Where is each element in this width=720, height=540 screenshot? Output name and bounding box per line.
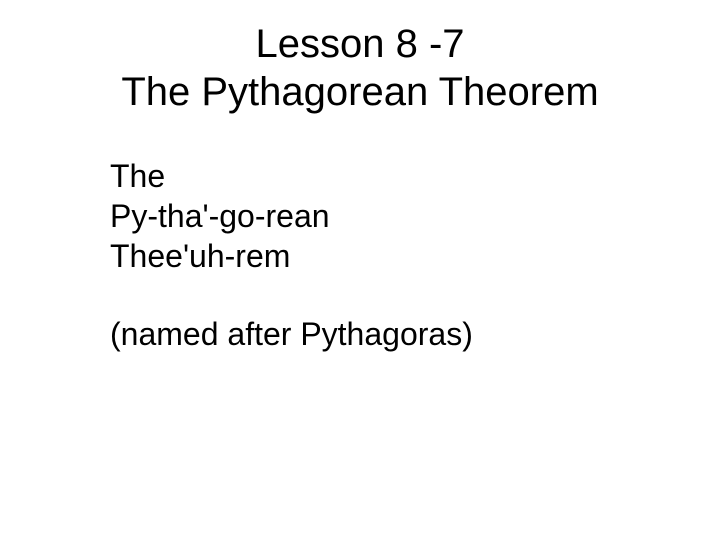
- title-line-2: The Pythagorean Theorem: [0, 68, 720, 116]
- body-block: The Py-tha'-go-rean Thee'uh-rem (named a…: [0, 156, 720, 354]
- title-block: Lesson 8 -7 The Pythagorean Theorem: [0, 20, 720, 116]
- title-line-1: Lesson 8 -7: [0, 20, 720, 68]
- slide-container: Lesson 8 -7 The Pythagorean Theorem The …: [0, 0, 720, 540]
- spacer: [110, 276, 720, 314]
- pronunciation-line-3: Thee'uh-rem: [110, 236, 720, 276]
- pronunciation-line-2: Py-tha'-go-rean: [110, 196, 720, 236]
- attribution-note: (named after Pythagoras): [110, 314, 720, 354]
- pronunciation-line-1: The: [110, 156, 720, 196]
